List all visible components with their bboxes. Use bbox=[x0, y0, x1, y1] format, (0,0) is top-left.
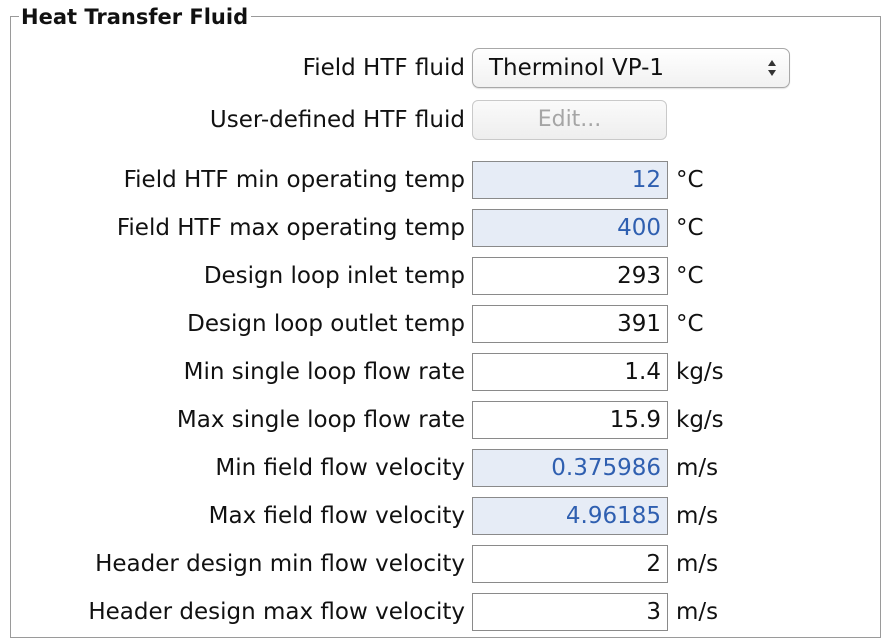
field-value-input[interactable]: 1.4 bbox=[472, 353, 668, 391]
field-value-input[interactable]: 391 bbox=[472, 305, 668, 343]
field-value-input[interactable]: 3 bbox=[472, 593, 668, 631]
field-row: Field HTF max operating temp 400 °C bbox=[0, 209, 893, 247]
field-unit: °C bbox=[676, 263, 704, 289]
field-unit: °C bbox=[676, 215, 704, 241]
field-label: Field HTF max operating temp bbox=[116, 215, 465, 241]
field-value-input[interactable]: 4.96185 bbox=[472, 497, 668, 535]
field-label: Design loop inlet temp bbox=[203, 263, 465, 289]
field-unit: °C bbox=[676, 311, 704, 337]
field-row: Min field flow velocity 0.375986 m/s bbox=[0, 449, 893, 487]
field-label: Header design max flow velocity bbox=[88, 599, 465, 625]
field-value-input[interactable]: 293 bbox=[472, 257, 668, 295]
field-label: Max field flow velocity bbox=[208, 503, 465, 529]
group-title: Heat Transfer Fluid bbox=[19, 3, 252, 31]
field-row: Min single loop flow rate 1.4 kg/s bbox=[0, 353, 893, 391]
field-unit: kg/s bbox=[676, 359, 724, 385]
field-label: Min field flow velocity bbox=[215, 455, 465, 481]
field-row: Field HTF min operating temp 12 °C bbox=[0, 161, 893, 199]
updown-arrows-icon bbox=[768, 60, 776, 76]
field-value-input[interactable]: 2 bbox=[472, 545, 668, 583]
field-value-input[interactable]: 0.375986 bbox=[472, 449, 668, 487]
field-label: Header design min flow velocity bbox=[95, 551, 465, 577]
field-unit: m/s bbox=[676, 551, 719, 577]
field-unit: °C bbox=[676, 167, 704, 193]
field-row: Max field flow velocity 4.96185 m/s bbox=[0, 497, 893, 535]
field-value-input[interactable]: 12 bbox=[472, 161, 668, 199]
field-value-input[interactable]: 15.9 bbox=[472, 401, 668, 439]
field-row: Max single loop flow rate 15.9 kg/s bbox=[0, 401, 893, 439]
field-row: Header design min flow velocity 2 m/s bbox=[0, 545, 893, 583]
field-row: Header design max flow velocity 3 m/s bbox=[0, 593, 893, 631]
field-unit: m/s bbox=[676, 503, 719, 529]
heat-transfer-fluid-group bbox=[10, 16, 881, 638]
field-unit: m/s bbox=[676, 599, 719, 625]
field-label: Field HTF min operating temp bbox=[123, 167, 465, 193]
field-label: Design loop outlet temp bbox=[187, 311, 465, 337]
htf-fluid-select[interactable]: Therminol VP-1 bbox=[472, 48, 790, 88]
field-unit: m/s bbox=[676, 455, 719, 481]
user-defined-htf-row: User-defined HTF fluid Edit... bbox=[0, 100, 893, 140]
field-label: Min single loop flow rate bbox=[183, 359, 465, 385]
edit-button[interactable]: Edit... bbox=[472, 100, 667, 140]
user-defined-htf-label: User-defined HTF fluid bbox=[209, 107, 465, 133]
field-label: Max single loop flow rate bbox=[176, 407, 465, 433]
htf-fluid-label: Field HTF fluid bbox=[302, 55, 465, 81]
htf-fluid-row: Field HTF fluid Therminol VP-1 bbox=[0, 48, 893, 88]
field-row: Design loop inlet temp 293 °C bbox=[0, 257, 893, 295]
htf-fluid-select-value: Therminol VP-1 bbox=[489, 55, 665, 81]
field-row: Design loop outlet temp 391 °C bbox=[0, 305, 893, 343]
field-unit: kg/s bbox=[676, 407, 724, 433]
field-value-input[interactable]: 400 bbox=[472, 209, 668, 247]
